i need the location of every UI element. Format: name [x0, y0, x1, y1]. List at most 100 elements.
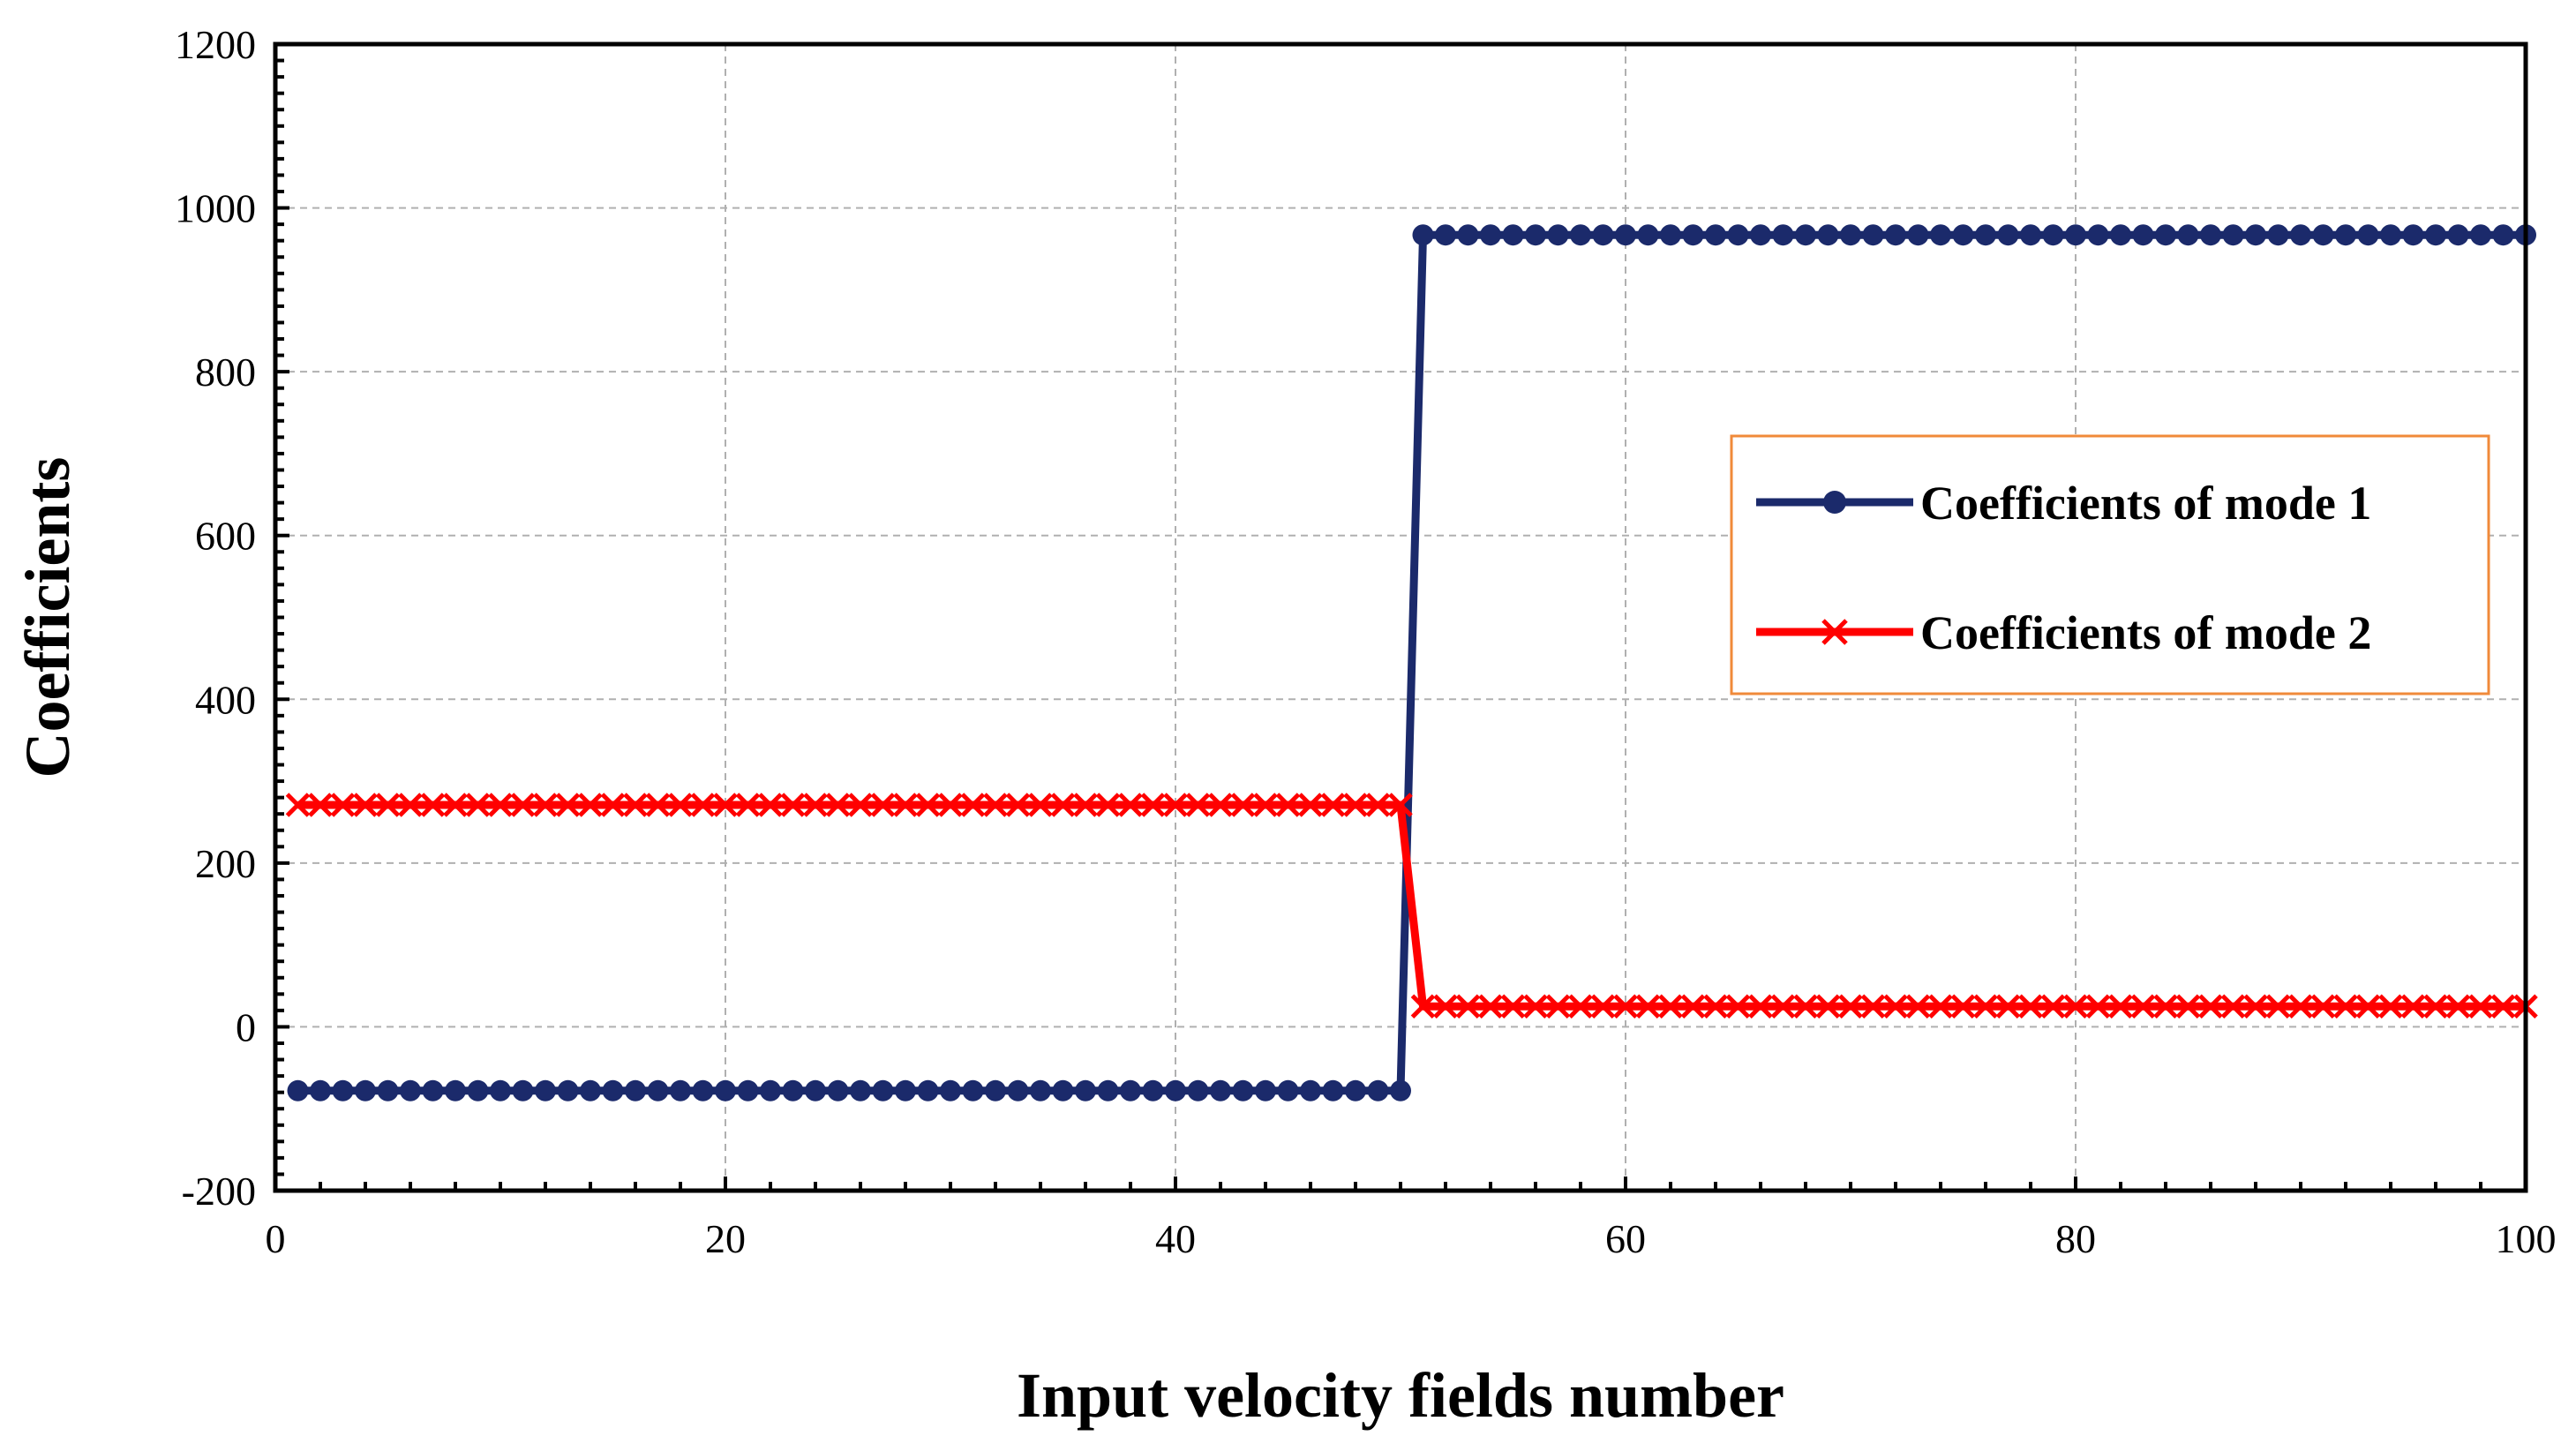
- data-point-stroke: [1568, 994, 1593, 1019]
- data-point: [510, 793, 536, 817]
- data-point-stroke: [1298, 793, 1323, 817]
- data-point-stroke: [375, 793, 401, 817]
- data-point-stroke: [1680, 994, 1706, 1019]
- data-point: [917, 1079, 939, 1101]
- data-point: [1772, 224, 1794, 246]
- data-point: [332, 1079, 354, 1101]
- data-point-stroke: [1163, 793, 1188, 817]
- data-point-stroke: [1365, 793, 1391, 817]
- legend-item-1: Coefficients of mode 1: [1756, 477, 2371, 530]
- data-point-stroke: [848, 793, 873, 817]
- data-point: [2222, 224, 2244, 246]
- data-point-stroke: [668, 793, 693, 817]
- data-point-stroke: [2018, 994, 2043, 1019]
- data-point-stroke: [2130, 994, 2156, 1019]
- data-point: [1075, 1079, 1096, 1101]
- data-point-stroke: [645, 793, 671, 817]
- data-point: [445, 1079, 466, 1101]
- legend: Coefficients of mode 1 Coefficients of mo…: [1730, 434, 2490, 695]
- data-point-stroke: [2445, 994, 2471, 1019]
- data-point: [580, 1079, 601, 1101]
- data-point: [1525, 224, 1546, 246]
- y-tick-label: 800: [195, 350, 256, 395]
- data-point: [422, 1079, 444, 1101]
- data-point: [960, 793, 986, 817]
- data-point-stroke: [2153, 994, 2178, 1019]
- legend-swatch-marker: [1823, 491, 1846, 514]
- data-point: [287, 1079, 309, 1101]
- data-point-stroke: [803, 793, 828, 817]
- data-point: [1682, 224, 1704, 246]
- data-point: [780, 793, 806, 817]
- data-point-stroke: [1658, 994, 1683, 1019]
- data-point-stroke: [1095, 793, 1121, 817]
- data-point-stroke: [398, 793, 423, 817]
- data-point: [310, 1079, 331, 1101]
- data-point: [1590, 994, 1616, 1019]
- data-point-stroke: [2175, 994, 2201, 1019]
- data-point: [2198, 994, 2223, 1019]
- data-point: [1815, 994, 1841, 1019]
- data-point: [1547, 224, 1569, 246]
- series-2: [285, 793, 2538, 1019]
- data-point-stroke: [1793, 994, 1818, 1019]
- data-point-stroke: [1208, 793, 1233, 817]
- data-point: [1703, 994, 1728, 1019]
- data-point-stroke: [1028, 793, 1053, 817]
- data-point: [1457, 224, 1479, 246]
- data-point-stroke: [1748, 994, 1773, 1019]
- data-point-stroke: [758, 793, 783, 817]
- data-point-stroke: [2085, 994, 2111, 1019]
- data-point: [2042, 224, 2064, 246]
- data-point-stroke: [1478, 994, 1503, 1019]
- x-tick-label: 60: [1605, 1216, 1646, 1261]
- data-point: [1230, 793, 1256, 817]
- data-point: [1568, 994, 1593, 1019]
- data-point-stroke: [2310, 994, 2336, 1019]
- data-point: [1545, 994, 1571, 1019]
- data-point: [1163, 793, 1188, 817]
- data-point: [1322, 1079, 1344, 1101]
- data-point: [2288, 994, 2313, 1019]
- data-point: [915, 793, 941, 817]
- data-point: [355, 1079, 376, 1101]
- data-point: [2130, 994, 2156, 1019]
- data-point: [1435, 224, 1456, 246]
- data-point: [2063, 994, 2088, 1019]
- data-point-stroke: [713, 793, 738, 817]
- data-point-stroke: [1950, 994, 1976, 1019]
- data-point: [1570, 224, 1591, 246]
- data-point: [895, 1079, 916, 1101]
- data-point: [647, 1079, 669, 1101]
- data-point-stroke: [600, 793, 626, 817]
- data-point: [1635, 994, 1661, 1019]
- data-point-stroke: [1140, 793, 1166, 817]
- data-point-stroke: [2243, 994, 2268, 1019]
- data-point: [1365, 793, 1391, 817]
- data-point: [488, 793, 513, 817]
- data-point: [1433, 994, 1458, 1019]
- data-point: [983, 793, 1008, 817]
- data-point-stroke: [1230, 793, 1256, 817]
- data-point-stroke: [1343, 793, 1368, 817]
- data-point: [1343, 793, 1368, 817]
- data-point: [2087, 224, 2109, 246]
- data-point: [400, 1079, 421, 1101]
- data-point: [330, 793, 356, 817]
- data-point-stroke: [960, 793, 986, 817]
- data-point: [962, 1079, 984, 1101]
- data-point-stroke: [1883, 994, 1908, 1019]
- data-point: [2312, 224, 2334, 246]
- data-point: [557, 1079, 579, 1101]
- data-point: [2108, 994, 2133, 1019]
- y-tick-label: 200: [195, 841, 256, 886]
- data-point: [578, 793, 603, 817]
- data-point: [1142, 1079, 1164, 1101]
- data-point: [1300, 1079, 1321, 1101]
- data-point: [353, 793, 378, 817]
- data-point: [1275, 793, 1301, 817]
- data-point: [2447, 224, 2469, 246]
- data-point-stroke: [1523, 994, 1548, 1019]
- data-point: [1793, 994, 1818, 1019]
- data-point: [2470, 224, 2491, 246]
